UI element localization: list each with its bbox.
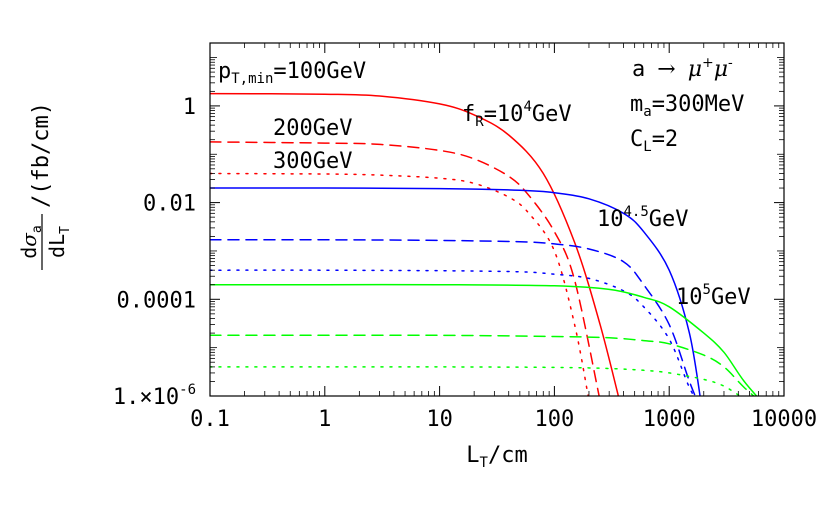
series-line-3 <box>210 187 701 396</box>
series-line-6 <box>210 283 758 396</box>
annotation-f5: 105GeV <box>676 282 751 310</box>
series-line-1 <box>210 141 600 396</box>
plot-frame <box>209 42 785 397</box>
y-tick-label-1: 0.01 <box>143 192 196 217</box>
annotation-fr: fR=104GeV <box>462 99 572 130</box>
x-tick-label-1: 1 <box>318 407 331 432</box>
series-line-8 <box>210 366 742 396</box>
annotation-300gev: 300GeV <box>273 149 352 174</box>
annotation-coupling: CL=2 <box>630 127 678 155</box>
y-axis-label: dσa dLT /(fb/cm) <box>17 102 73 270</box>
y-tick-label-3: 1.×10-6 <box>113 382 196 410</box>
series-line-5 <box>210 269 695 396</box>
series-line-2 <box>210 172 589 396</box>
annotation-ptmin: pT,min=100GeV <box>218 59 366 87</box>
annotation-process: a → μ+μ- <box>632 55 733 82</box>
annotation-mass: ma=300MeV <box>630 92 744 120</box>
x-tick-label-5: 10000 <box>751 407 817 432</box>
x-tick-label-3: 100 <box>535 407 575 432</box>
ticks-layer: 0.1 1 10 100 1000 10000 1 0.01 0.0001 1.×10-6 <box>113 42 817 432</box>
y-tick-label-2: 0.0001 <box>117 288 196 313</box>
svg-text:/(fb/cm): /(fb/cm) <box>29 102 54 208</box>
svg-text:dLT: dLT <box>45 226 73 258</box>
x-tick-label-2: 10 <box>426 407 453 432</box>
annotation-200gev: 200GeV <box>273 116 352 141</box>
series-line-0 <box>210 92 620 396</box>
x-tick-label-0: 0.1 <box>190 407 230 432</box>
annotation-f45: 104.5GeV <box>597 204 689 232</box>
x-tick-label-4: 1000 <box>643 407 696 432</box>
y-tick-label-0: 1 <box>183 95 196 120</box>
svg-text:dσa: dσa <box>17 225 45 259</box>
series-line-4 <box>210 239 697 396</box>
series-layer <box>210 92 758 396</box>
x-axis-label: LT/cm <box>466 443 527 471</box>
series-line-7 <box>210 334 755 396</box>
